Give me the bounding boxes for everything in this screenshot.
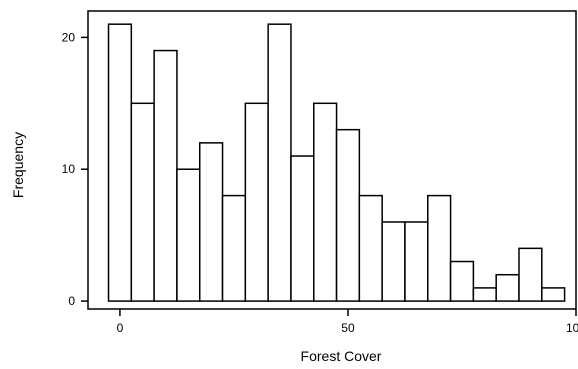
x-tick-label-100: 100 xyxy=(566,321,578,335)
histogram-bar-95 xyxy=(541,287,566,302)
x-axis-ticks: 0 50 100 xyxy=(117,309,578,335)
histogram-bar-10 xyxy=(153,49,178,302)
histogram-bar-70 xyxy=(427,194,452,302)
histogram-bar-60 xyxy=(381,221,406,302)
histogram-bar-25 xyxy=(221,194,247,302)
x-axis-label: Forest Cover xyxy=(301,348,382,364)
histogram-bar-80 xyxy=(472,287,497,302)
y-axis-ticks: 0 10 20 xyxy=(62,30,88,308)
histogram-bar-35 xyxy=(267,23,292,302)
bars-group xyxy=(107,23,566,302)
histogram-bar-55 xyxy=(358,194,383,302)
histogram-bar-65 xyxy=(404,221,429,302)
y-tick-label-20: 20 xyxy=(62,30,76,44)
histogram-bar-90 xyxy=(518,247,543,302)
x-tick-label-0: 0 xyxy=(117,321,124,335)
histogram-bar-0 xyxy=(107,23,133,302)
y-tick-label-10: 10 xyxy=(62,162,76,176)
histogram-bar-15 xyxy=(176,168,201,302)
plot-frame xyxy=(87,10,577,310)
histogram-bar-85 xyxy=(495,273,520,302)
histogram-bar-30 xyxy=(244,102,269,302)
histogram-bar-5 xyxy=(130,102,155,302)
histogram-bar-40 xyxy=(290,155,315,302)
histogram-bar-50 xyxy=(335,128,361,302)
x-tick-label-50: 50 xyxy=(341,321,355,335)
histogram-bar-75 xyxy=(449,260,475,302)
y-axis-label: Frequency xyxy=(10,132,26,198)
histogram-bar-45 xyxy=(313,102,338,302)
y-tick-label-0: 0 xyxy=(68,294,75,308)
histogram-bar-20 xyxy=(198,142,224,302)
